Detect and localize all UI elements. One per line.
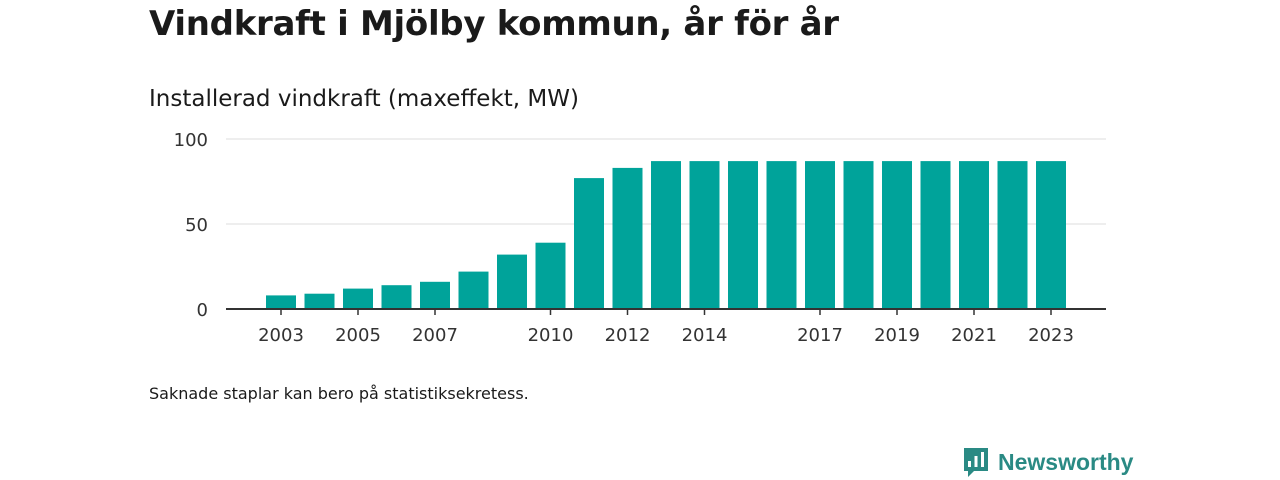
chart-title: Vindkraft i Mjölby kommun, år för år bbox=[149, 4, 839, 44]
newsworthy-logo-icon bbox=[964, 448, 988, 477]
bar-2017 bbox=[805, 161, 835, 309]
x-tick-label-2012: 2012 bbox=[605, 325, 651, 346]
y-tick-labels: 0 50 100 bbox=[174, 130, 208, 321]
x-tick-label-2007: 2007 bbox=[412, 325, 458, 346]
bar-2019 bbox=[882, 161, 912, 309]
footnote: Saknade staplar kan bero på statistiksek… bbox=[149, 384, 529, 403]
bar-2016 bbox=[766, 161, 797, 309]
bar-2011 bbox=[574, 178, 604, 309]
bar-2014 bbox=[689, 161, 720, 309]
bar-2018 bbox=[843, 161, 874, 309]
bar-2008 bbox=[458, 271, 489, 309]
bar-2012 bbox=[612, 167, 643, 309]
bar-2009 bbox=[497, 254, 527, 309]
y-tick-label-100: 100 bbox=[174, 130, 208, 151]
y-tick-label-0: 0 bbox=[197, 300, 208, 321]
x-tick-label-2023: 2023 bbox=[1028, 325, 1074, 346]
x-axis bbox=[226, 308, 1106, 315]
brand-logo[interactable]: Newsworthy bbox=[962, 446, 1133, 478]
bar-2005 bbox=[343, 288, 373, 309]
bar-2010 bbox=[535, 242, 566, 309]
x-tick-label-2021: 2021 bbox=[951, 325, 997, 346]
y-tick-label-50: 50 bbox=[185, 215, 208, 236]
bar-2015 bbox=[728, 161, 758, 309]
bar-2006 bbox=[381, 285, 412, 309]
bar-2004 bbox=[304, 293, 335, 309]
x-tick-label-2005: 2005 bbox=[335, 325, 381, 346]
bar-2020 bbox=[920, 161, 951, 309]
bar-2003 bbox=[266, 295, 296, 309]
bar-2007 bbox=[420, 281, 450, 309]
bar-2022 bbox=[997, 161, 1028, 309]
chart-subtitle: Installerad vindkraft (maxeffekt, MW) bbox=[149, 86, 579, 112]
brand-name: Newsworthy bbox=[998, 448, 1134, 475]
bar-2023 bbox=[1036, 161, 1066, 309]
bar-2013 bbox=[651, 161, 681, 309]
bars bbox=[266, 161, 1066, 309]
x-tick-label-2010: 2010 bbox=[528, 325, 574, 346]
x-tick-labels: 2003 2005 2007 2010 2012 2014 2017 2019 2021 2023 bbox=[258, 325, 1074, 346]
x-tick-label-2019: 2019 bbox=[874, 325, 920, 346]
bar-2021 bbox=[959, 161, 989, 309]
x-tick-label-2017: 2017 bbox=[797, 325, 843, 346]
x-tick-label-2014: 2014 bbox=[682, 325, 728, 346]
x-tick-label-2003: 2003 bbox=[258, 325, 304, 346]
